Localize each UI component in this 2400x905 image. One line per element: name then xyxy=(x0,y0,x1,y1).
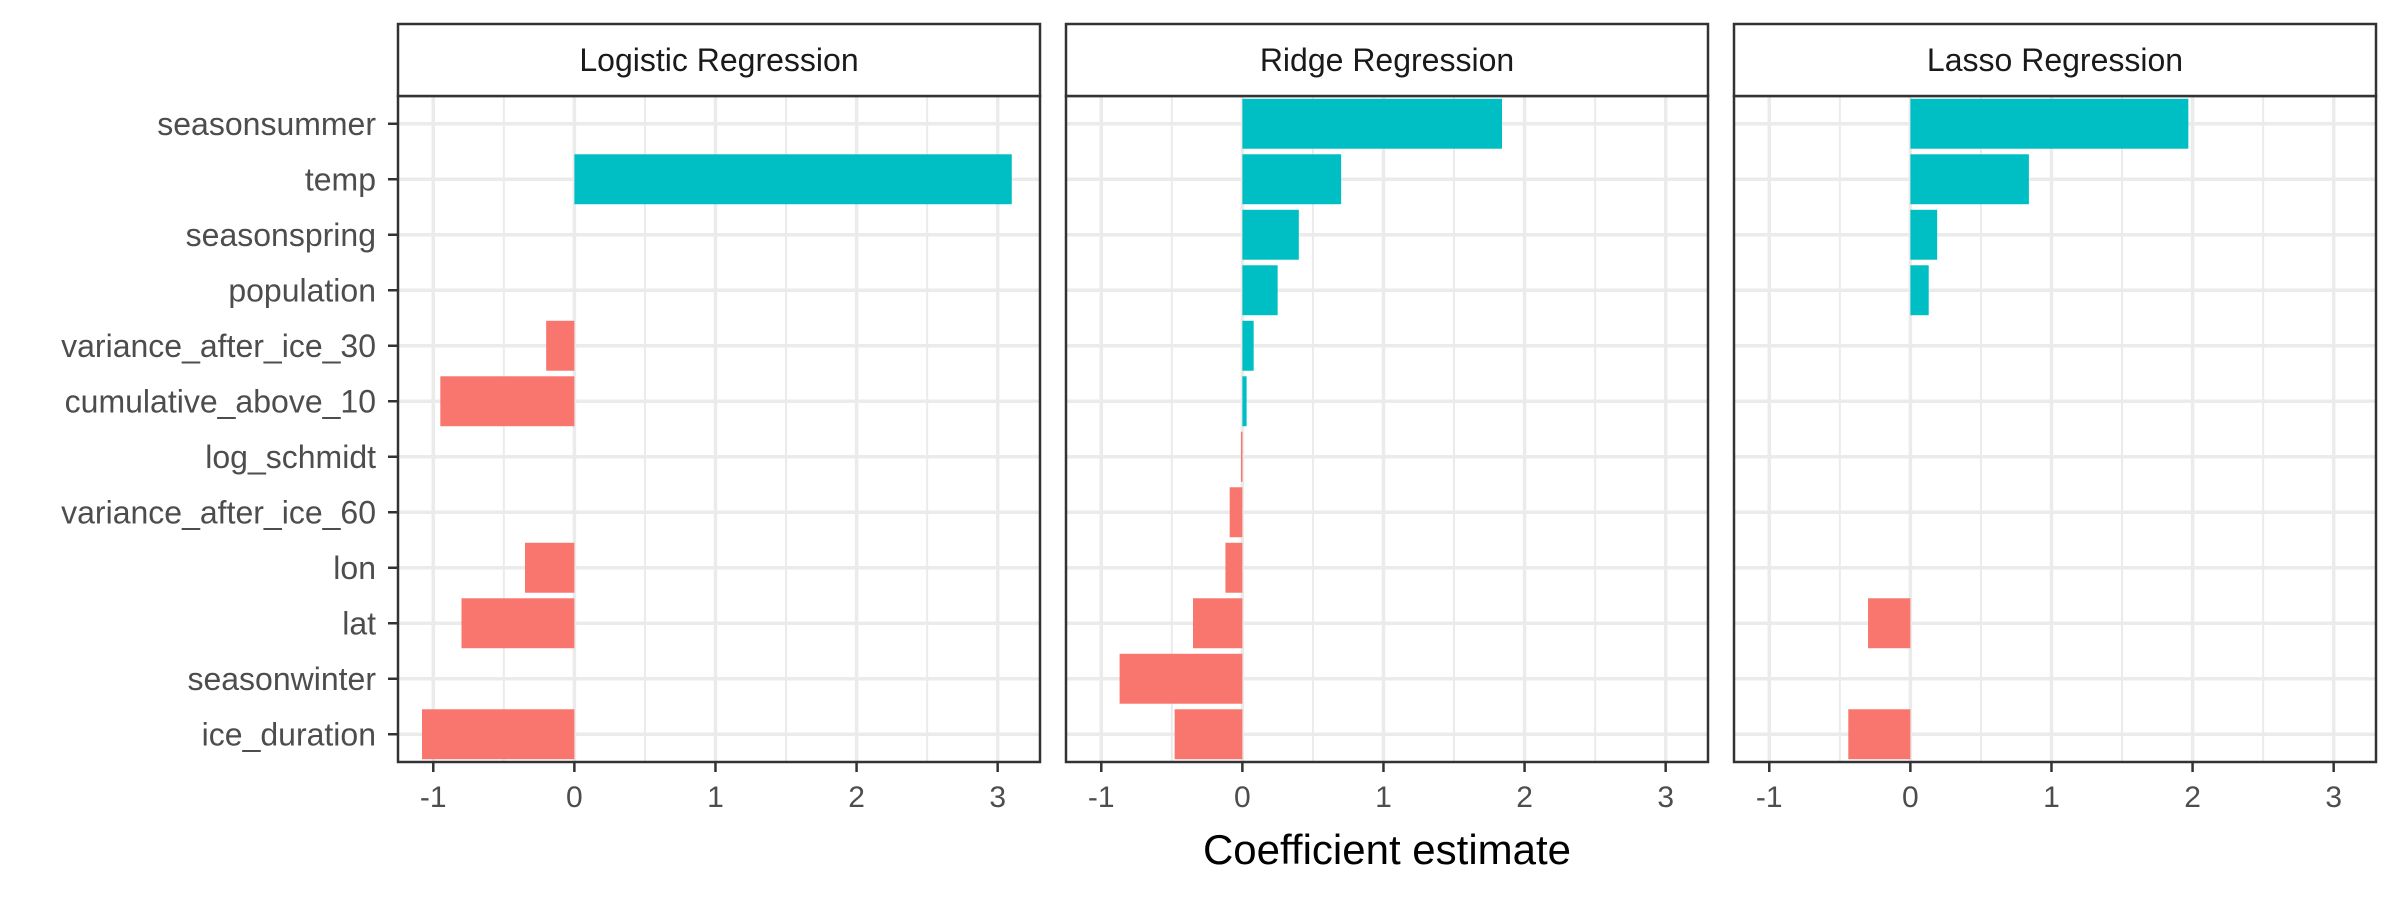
bar-logistic-regression-lon xyxy=(524,542,575,593)
y-tick-label-variance-after-ice-60: variance_after_ice_60 xyxy=(61,494,376,530)
bar-ridge-regression-variance-after-ice-30 xyxy=(1242,320,1254,371)
bar-logistic-regression-variance-after-ice-30 xyxy=(546,320,575,371)
x-tick-label: 3 xyxy=(1657,781,1674,814)
x-tick-label: -1 xyxy=(1756,781,1783,814)
y-tick-label-temp: temp xyxy=(305,161,376,197)
x-tick-label: 0 xyxy=(566,781,583,814)
bar-ridge-regression-temp xyxy=(1242,154,1342,205)
bar-ridge-regression-population xyxy=(1242,265,1278,316)
bar-ridge-regression-variance-after-ice-60 xyxy=(1229,487,1243,538)
x-tick-label: -1 xyxy=(420,781,447,814)
x-tick-label: 1 xyxy=(1375,781,1392,814)
y-tick-label-lon: lon xyxy=(333,550,376,586)
facet-strip-label: Lasso Regression xyxy=(1927,42,2183,78)
x-tick-label: 1 xyxy=(2043,781,2060,814)
bar-lasso-regression-seasonsummer xyxy=(1910,98,2189,149)
x-tick-label: -1 xyxy=(1088,781,1115,814)
bar-lasso-regression-ice-duration xyxy=(1848,709,1911,760)
bar-ridge-regression-cumulative-above-10 xyxy=(1242,376,1247,427)
x-axis-title: Coefficient estimate xyxy=(1203,826,1571,873)
bar-ridge-regression-lat xyxy=(1192,598,1243,649)
bar-lasso-regression-seasonspring xyxy=(1910,209,1938,260)
facet-strip xyxy=(1732,22,2378,98)
x-tick-label: 2 xyxy=(2184,781,2201,814)
bar-logistic-regression-ice-duration xyxy=(421,709,575,760)
y-tick-label-seasonwinter: seasonwinter xyxy=(187,661,376,697)
y-tick-label-cumulative-above-10: cumulative_above_10 xyxy=(65,383,376,419)
bar-logistic-regression-lat xyxy=(461,598,575,649)
panel-background xyxy=(1734,96,2376,762)
bar-ridge-regression-seasonsummer xyxy=(1242,98,1502,149)
y-tick-label-seasonspring: seasonspring xyxy=(186,217,376,253)
bar-lasso-regression-temp xyxy=(1910,154,2029,205)
y-tick-label-population: population xyxy=(228,272,376,308)
facet-strip xyxy=(1064,22,1710,98)
y-tick-label-ice-duration: ice_duration xyxy=(202,716,376,752)
panel-logistic-regression: Logistic Regression -1 0 1 2 3 xyxy=(396,22,1042,814)
panel-lasso-regression: Lasso Regression -1 0 1 2 3 xyxy=(1732,22,2378,814)
panel-background xyxy=(1066,96,1708,762)
y-tick-label-variance-after-ice-30: variance_after_ice_30 xyxy=(61,328,376,364)
x-tick-label: 0 xyxy=(1234,781,1251,814)
x-tick-label: 2 xyxy=(1516,781,1533,814)
bar-ridge-regression-seasonwinter xyxy=(1119,653,1243,704)
facet-strip-label: Logistic Regression xyxy=(579,42,858,78)
x-tick-label: 0 xyxy=(1902,781,1919,814)
x-tick-label: 1 xyxy=(707,781,724,814)
y-tick-label-log-schmidt: log_schmidt xyxy=(205,439,376,475)
bar-lasso-regression-lat xyxy=(1868,598,1911,649)
x-tick-label: 3 xyxy=(989,781,1006,814)
bar-ridge-regression-seasonspring xyxy=(1242,209,1299,260)
bar-ridge-regression-lon xyxy=(1225,542,1243,593)
facet-strip-label: Ridge Regression xyxy=(1260,42,1514,78)
panel-background xyxy=(398,96,1040,762)
x-tick-label: 2 xyxy=(848,781,865,814)
panel-ridge-regression: Ridge Regression -1 0 1 2 3 xyxy=(1064,22,1710,814)
bar-ridge-regression-ice-duration xyxy=(1174,709,1243,760)
y-tick-label-seasonsummer: seasonsummer xyxy=(157,106,376,142)
y-tick-label-lat: lat xyxy=(342,605,376,641)
bar-logistic-regression-temp xyxy=(574,154,1012,205)
bar-logistic-regression-cumulative-above-10 xyxy=(440,376,575,427)
x-tick-label: 3 xyxy=(2325,781,2342,814)
bar-ridge-regression-log-schmidt xyxy=(1240,431,1243,482)
facet-strip xyxy=(396,22,1042,98)
bar-lasso-regression-population xyxy=(1910,265,1929,316)
